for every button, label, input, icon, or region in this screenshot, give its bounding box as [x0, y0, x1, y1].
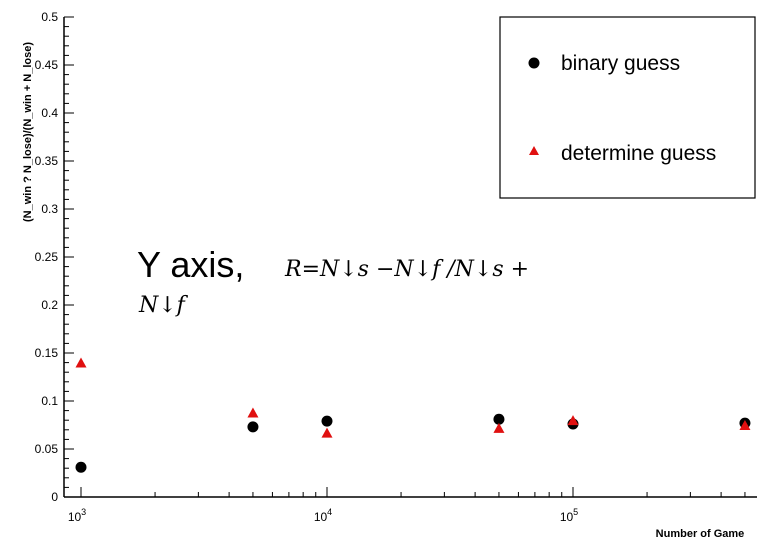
legend-box [499, 16, 756, 199]
legend-label-determine-guess: determine guess [561, 142, 716, 165]
point-determine-guess [493, 422, 505, 433]
point-determine-guess [321, 427, 333, 438]
y-tick-label: 0.4 [41, 106, 58, 120]
y-tick-label: 0.25 [35, 250, 59, 264]
y-tick-label: 0.45 [35, 58, 59, 72]
point-determine-guess [739, 419, 751, 430]
y-tick-label: 0.5 [41, 10, 58, 24]
x-ticks: 103 104 105 [68, 487, 746, 524]
annotation-formula-line1: R=N↓s −N↓f /N↓s + [284, 257, 529, 282]
x-tick-label: 105 [560, 507, 578, 524]
point-binary-guess [75, 461, 87, 473]
y-tick-label: 0.3 [41, 202, 58, 216]
y-tick-label: 0.2 [41, 298, 58, 312]
y-tick-label: 0.05 [35, 442, 59, 456]
point-determine-guess [247, 407, 259, 418]
legend-label-binary-guess: binary guess [561, 52, 680, 75]
point-binary-guess [247, 421, 259, 433]
y-axis-title: (N_win ? N_lose)/(N_win + N_lose) [22, 42, 34, 222]
y-tick-label: 0 [51, 490, 58, 504]
y-tick-label: 0.35 [35, 154, 59, 168]
point-determine-guess [75, 357, 87, 368]
point-determine-guess [567, 415, 579, 426]
x-axis-title: Number of Game [656, 528, 745, 540]
point-binary-guess [493, 413, 505, 425]
legend-marker-binary-guess [528, 57, 540, 69]
annotation-formula-line2: N↓f [138, 293, 189, 318]
annotation-prefix: Y axis, [137, 244, 244, 285]
y-tick-label: 0.15 [35, 346, 59, 360]
x-tick-label: 103 [68, 507, 86, 524]
point-binary-guess [321, 415, 333, 427]
y-ticks: 0 0.05 0.1 0.15 0.2 0.25 0.3 0.35 0.4 0.45 0.5 [35, 10, 74, 504]
data-points [75, 357, 751, 473]
x-tick-label: 104 [314, 507, 332, 524]
legend-marker-determine-guess [529, 146, 539, 155]
y-tick-label: 0.1 [41, 394, 58, 408]
legend: binary guess determine guess [499, 16, 756, 199]
